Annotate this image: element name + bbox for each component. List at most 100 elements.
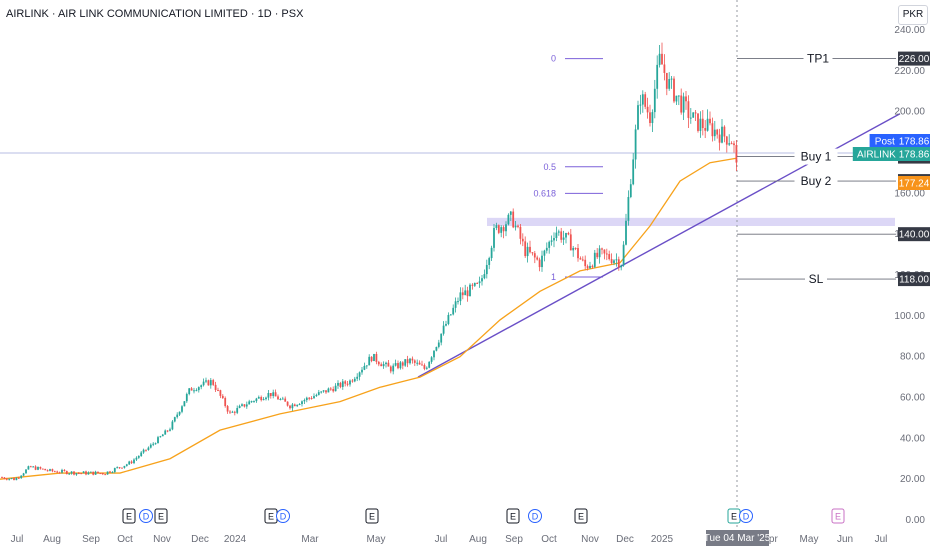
- candle-body: [89, 471, 92, 473]
- candle-body: [416, 362, 419, 364]
- candle-body: [121, 467, 123, 469]
- candle-body: [56, 471, 59, 473]
- candle-body: [620, 265, 623, 268]
- candle-body: [49, 469, 51, 471]
- candle-body: [212, 380, 215, 385]
- candle-body: [661, 53, 663, 65]
- candle-body: [332, 389, 335, 392]
- level-label: Buy 2: [801, 174, 832, 188]
- candle-body: [507, 214, 510, 225]
- candle-body: [365, 365, 368, 367]
- x-axis-tick: Nov: [153, 534, 171, 545]
- level-label-bg: [794, 148, 838, 165]
- candle-body: [466, 290, 469, 297]
- candle-body: [202, 381, 205, 386]
- candle-body: [392, 365, 395, 372]
- x-axis-tick: 2025: [651, 534, 674, 545]
- x-axis-tick: Apr: [762, 534, 778, 545]
- candle-body: [668, 79, 671, 89]
- candle-body: [337, 382, 339, 386]
- candle-body: [140, 452, 143, 456]
- candle-body: [238, 405, 241, 409]
- candle-body: [301, 401, 303, 405]
- dividend-event[interactable]: [739, 509, 753, 523]
- fib-label: 0.5: [543, 162, 556, 172]
- candle-body: [27, 466, 30, 470]
- candle-body: [411, 358, 414, 361]
- candle-body: [94, 471, 97, 475]
- candle-body: [524, 241, 527, 257]
- candle-body: [3, 477, 6, 479]
- candle-body: [214, 384, 217, 390]
- candle-body: [689, 117, 692, 119]
- price-tag-text: 118.00: [899, 275, 929, 286]
- candle-body: [649, 112, 651, 124]
- candle-body: [133, 459, 135, 464]
- candle-body: [413, 360, 416, 363]
- candle-body: [173, 417, 176, 422]
- candle-body: [255, 398, 258, 402]
- candle-body: [233, 411, 236, 413]
- candle-body: [653, 88, 656, 113]
- candle-body: [615, 259, 618, 261]
- candle-body: [181, 406, 183, 412]
- price-tag: [898, 134, 930, 148]
- candle-body: [375, 353, 378, 362]
- dividend-event[interactable]: [276, 509, 290, 523]
- event-label: D: [532, 512, 539, 522]
- candle-body: [221, 395, 224, 399]
- candle-body: [370, 356, 373, 362]
- dividend-event[interactable]: [139, 509, 153, 523]
- candle-body: [267, 392, 270, 398]
- candle-body: [373, 353, 375, 362]
- currency-badge[interactable]: PKR: [898, 5, 928, 25]
- candle-body: [591, 265, 594, 267]
- candle-body: [488, 258, 491, 265]
- candle-body: [406, 359, 409, 364]
- earnings-event[interactable]: [831, 508, 845, 524]
- candle-body: [320, 391, 323, 393]
- candle-body: [313, 396, 315, 399]
- candle-body: [349, 380, 351, 385]
- candle-body: [353, 378, 356, 382]
- candle-body: [706, 118, 709, 131]
- x-axis-tick: Jul: [11, 534, 24, 545]
- earnings-event[interactable]: [122, 508, 136, 524]
- earnings-event[interactable]: [506, 508, 520, 524]
- dividend-event[interactable]: [528, 509, 542, 523]
- candle-body: [589, 265, 591, 269]
- moving-average-line[interactable]: [0, 157, 738, 480]
- candle-body: [651, 112, 654, 124]
- resistance-zone[interactable]: [487, 217, 895, 226]
- earnings-event[interactable]: [574, 508, 588, 524]
- candle-body: [75, 473, 78, 475]
- candle-body: [490, 247, 493, 259]
- level-label-bg: [794, 173, 838, 190]
- candle-body: [721, 126, 723, 143]
- candle-body: [99, 473, 102, 475]
- candle-body: [356, 376, 359, 379]
- fib-label: 1: [551, 272, 556, 282]
- candle-body: [272, 392, 275, 397]
- candle-body: [437, 342, 440, 347]
- candle-body: [469, 284, 471, 297]
- candle-body: [536, 257, 539, 260]
- y-axis-tick: 20.00: [900, 474, 925, 485]
- y-axis-tick: 200.00: [894, 107, 925, 118]
- candle-body: [485, 264, 488, 275]
- candle-body: [61, 469, 63, 473]
- fib-label: 0.618: [533, 188, 556, 198]
- candle-body: [185, 394, 188, 402]
- candle-body: [656, 64, 659, 89]
- candle-body: [629, 184, 632, 197]
- candle-body: [361, 369, 363, 373]
- candle-body: [257, 397, 260, 399]
- x-axis-tick: May: [800, 534, 819, 545]
- event-label: E: [126, 512, 132, 522]
- earnings-event[interactable]: [365, 508, 379, 524]
- candle-body: [421, 364, 423, 366]
- earnings-event[interactable]: [154, 508, 168, 524]
- candle-body: [644, 94, 647, 107]
- candle-body: [159, 436, 162, 438]
